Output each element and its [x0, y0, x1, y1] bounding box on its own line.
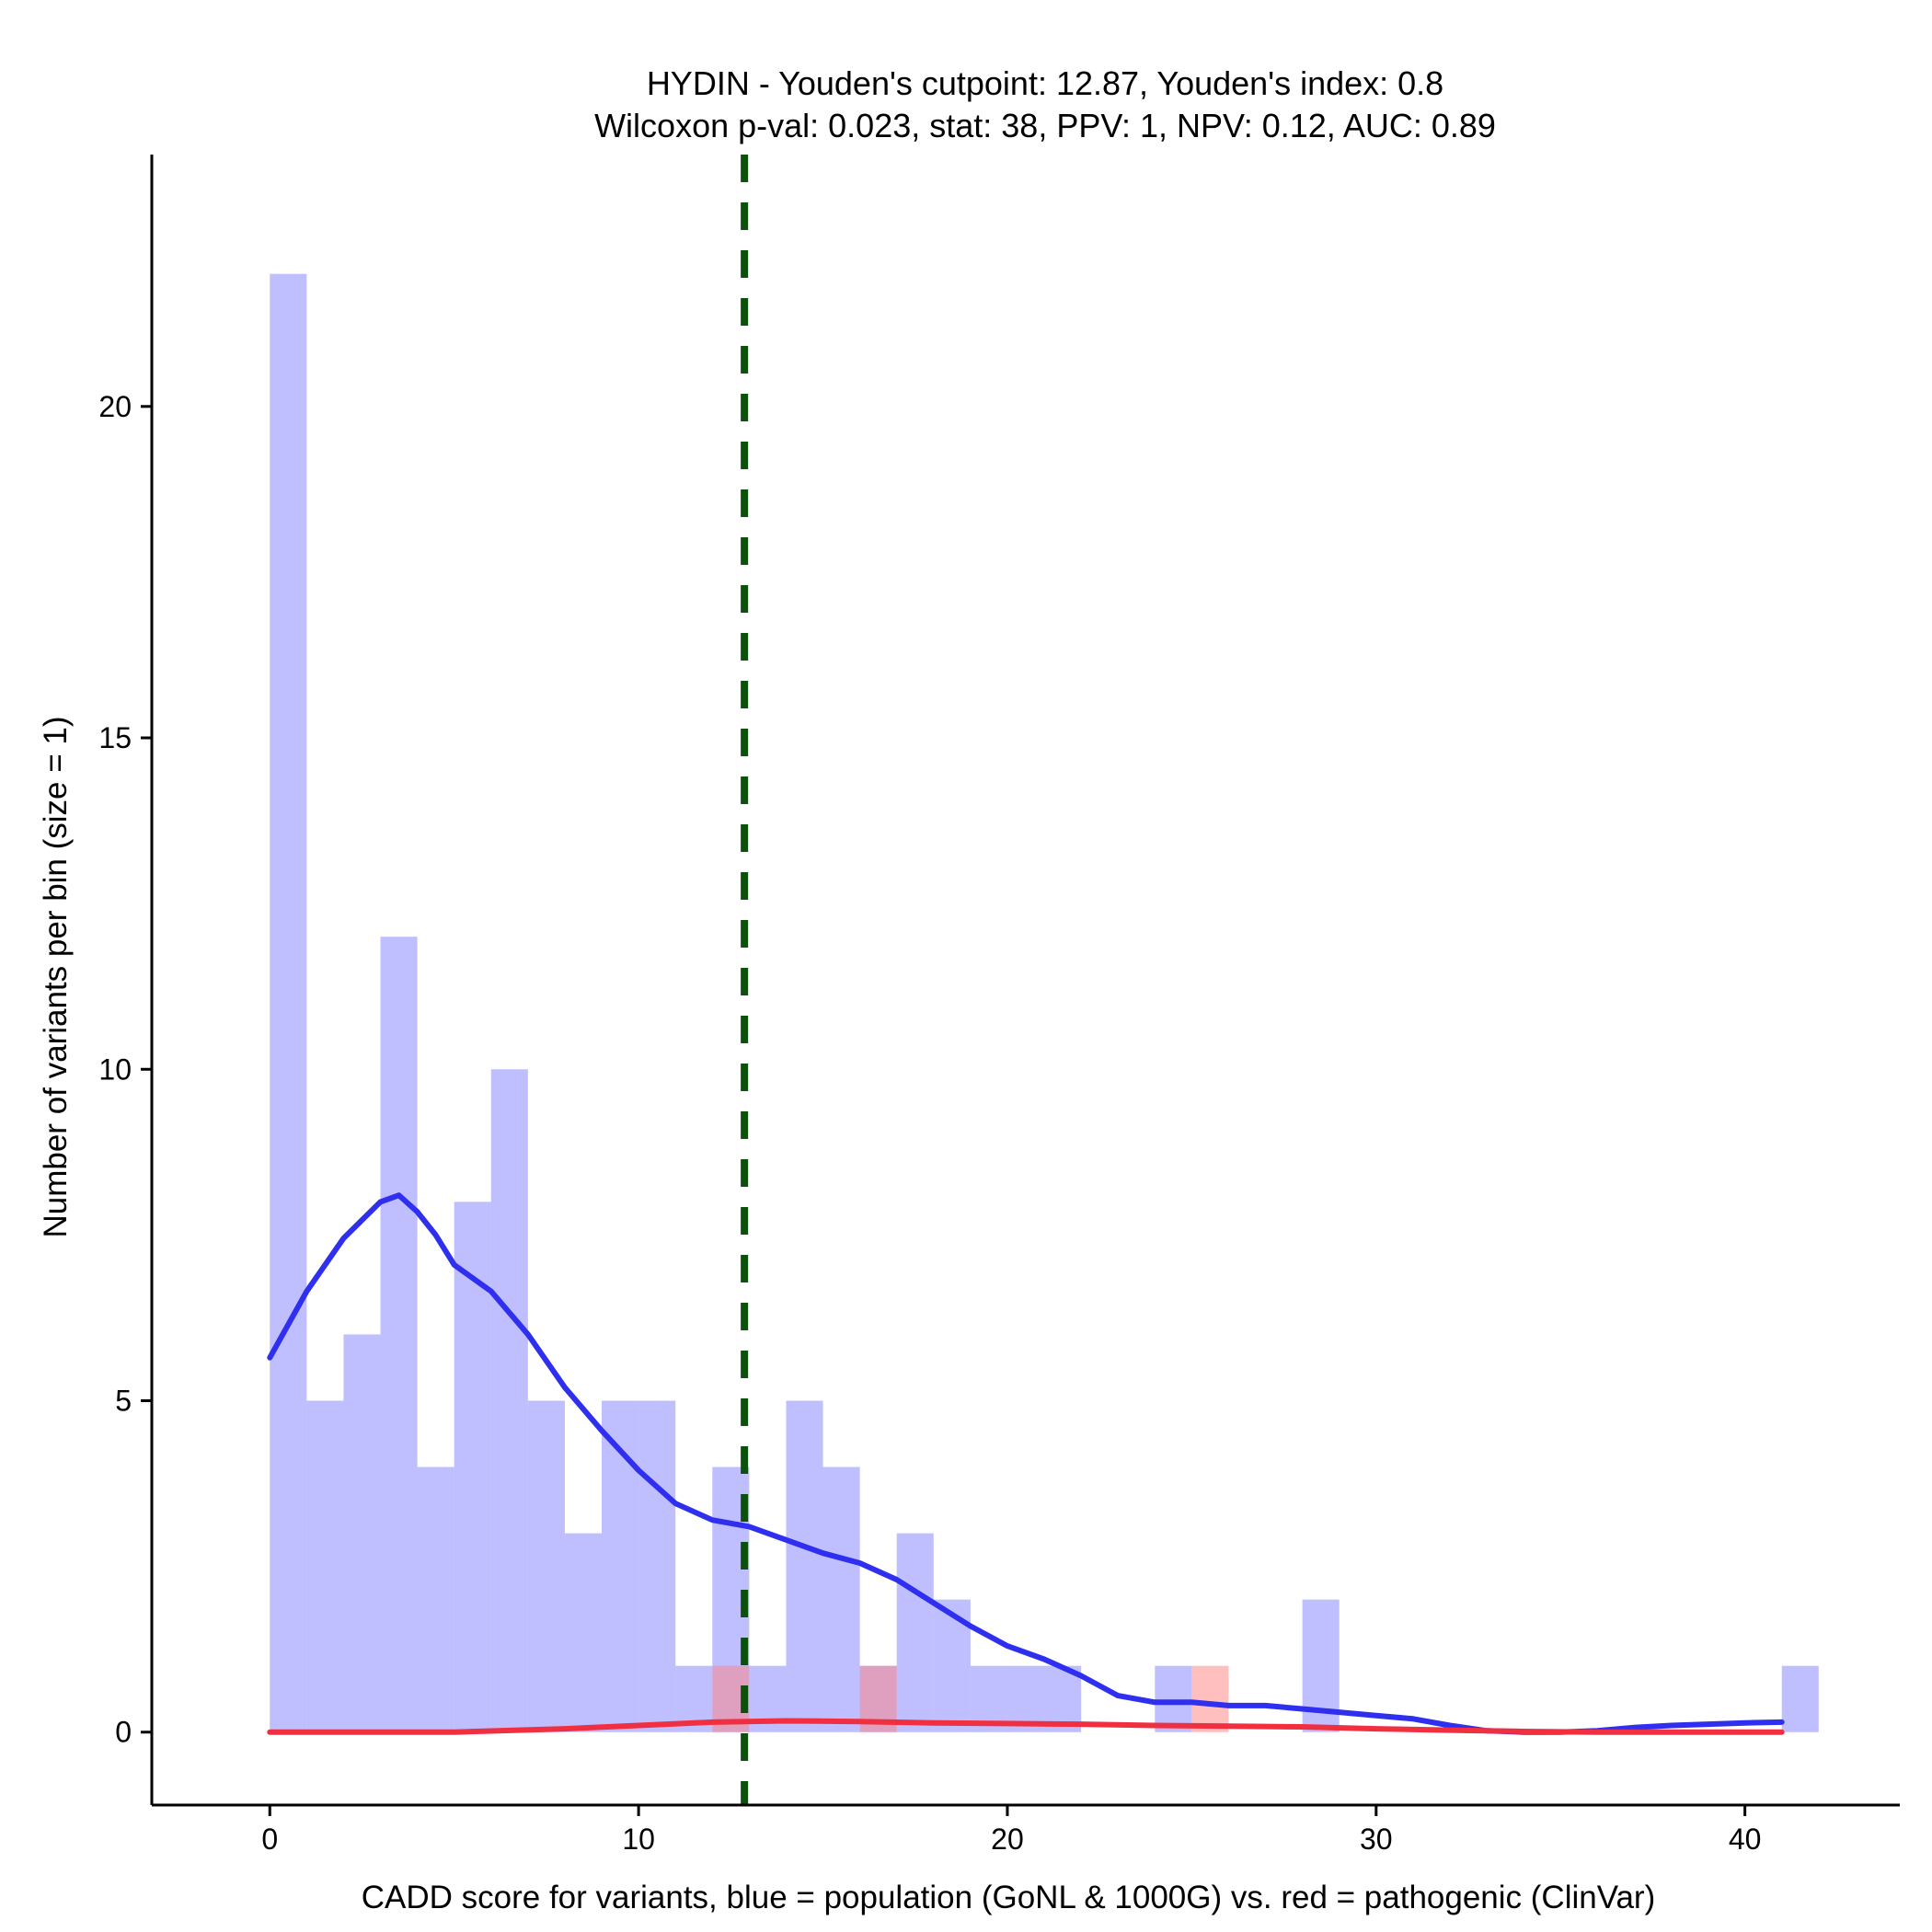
- y-axis-title: Number of variants per bin (size = 1): [38, 716, 74, 1237]
- y-axis-ticks: 0 5 10 15 20: [98, 390, 152, 1749]
- density-curves: [267, 1192, 1785, 1735]
- chart-subtitle: Wilcoxon p-val: 0.023, stat: 38, PPV: 1,…: [594, 107, 1496, 144]
- axes: [150, 155, 1900, 1807]
- y-tick-label: 10: [98, 1052, 132, 1086]
- pathogenic-density-curve: [267, 1718, 1785, 1735]
- population-bar-7: [527, 1400, 565, 1732]
- x-axis-title: CADD score for variants, blue = populati…: [362, 1880, 1656, 1915]
- population-bar-6: [490, 1069, 528, 1732]
- pathogenic-bar-2: [1191, 1665, 1229, 1732]
- y-tick-label: 5: [115, 1385, 132, 1418]
- population-bar-0: [270, 273, 307, 1732]
- y-tick-label: 20: [98, 390, 132, 423]
- y-tick-label: 0: [115, 1716, 132, 1749]
- population-bar-21: [1044, 1665, 1082, 1732]
- population-bar-14: [786, 1400, 823, 1732]
- chart-title: HYDIN - Youden's cutpoint: 12.87, Youden…: [647, 64, 1443, 102]
- x-tick-label: 0: [261, 1823, 278, 1856]
- population-bar-15: [822, 1466, 860, 1732]
- y-tick-label: 15: [98, 721, 132, 754]
- x-tick-label: 10: [622, 1823, 655, 1856]
- histogram-bars: [270, 273, 1819, 1732]
- x-tick-label: 30: [1360, 1823, 1393, 1856]
- x-tick-label: 40: [1729, 1823, 1762, 1856]
- population-bar-2: [343, 1334, 381, 1732]
- population-bar-3: [380, 937, 418, 1732]
- population-bar-1: [306, 1400, 344, 1732]
- population-bar-22: [1155, 1665, 1192, 1732]
- population-bar-24: [1781, 1665, 1819, 1732]
- population-bar-17: [896, 1533, 934, 1732]
- x-tick-label: 20: [991, 1823, 1024, 1856]
- x-axis-ticks: 0 10 20 30 40: [261, 1805, 1761, 1856]
- population-bar-8: [564, 1533, 603, 1732]
- population-bar-4: [417, 1466, 454, 1732]
- population-bar-10: [638, 1400, 676, 1732]
- population-bar-9: [602, 1400, 639, 1732]
